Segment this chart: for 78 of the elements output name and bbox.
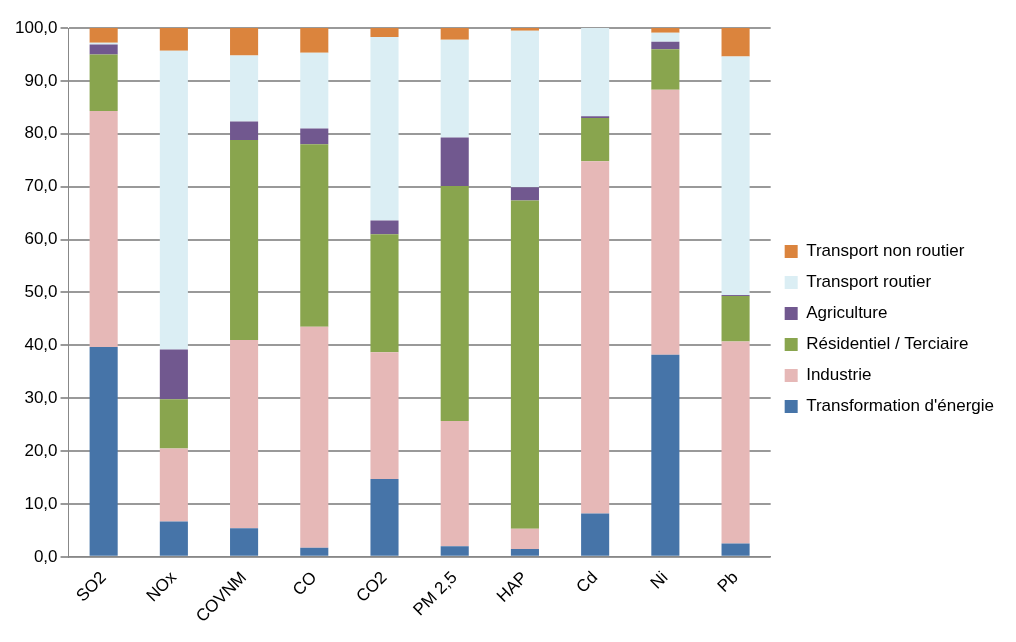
legend-label: Industrie [806,365,872,385]
legend-label: Résidentiel / Terciaire [806,334,969,354]
bar [510,548,539,556]
legend-label: Transformation d'énergie [806,396,995,416]
y-tick-label: 0,0 [33,546,58,566]
bar [159,349,188,400]
x-tick-label: CO [288,567,321,600]
bar [230,340,259,529]
bar [370,28,399,37]
y-tick-label: 90,0 [24,70,58,90]
bar [651,89,680,355]
bar [230,28,259,56]
bar [300,144,329,327]
bar [721,341,750,544]
bar [510,187,539,201]
y-tick-label: 20,0 [24,440,58,460]
bar [721,56,750,296]
bar [440,28,469,40]
y-tick-label: 30,0 [24,387,58,407]
x-tick-label: PM 2,5 [409,567,461,620]
bar [300,128,329,145]
x-tick-label: Pb [713,567,742,596]
bar [651,354,680,556]
legend-label: Transport routier [806,272,932,292]
bar [89,346,118,556]
y-tick-label: 60,0 [24,229,58,249]
bar [159,399,188,449]
bar [370,220,399,235]
bar [440,137,469,187]
bar [581,28,610,117]
bar [89,44,118,55]
bar [581,513,610,556]
bar [510,200,539,529]
bar [581,117,610,162]
bar [230,55,259,122]
bar [721,28,750,57]
bar [440,546,469,556]
y-tick-label: 10,0 [24,493,58,513]
bar [651,28,680,33]
bar [230,121,259,141]
bar [89,28,118,43]
bar [89,54,118,112]
bar [651,41,680,50]
bar [159,448,188,522]
legend-label: Agriculture [806,303,888,323]
bar [510,30,539,188]
y-tick-label: 80,0 [24,123,58,143]
bar [300,326,329,548]
bar [89,111,118,347]
bar [510,528,539,549]
bar [651,49,680,90]
bar [440,186,469,421]
y-tick-label: 100,0 [14,17,58,37]
y-tick-label: 40,0 [24,334,58,354]
bar [370,36,399,221]
bar [370,352,399,480]
bar [440,39,469,138]
y-tick-label: 50,0 [24,282,58,302]
bar [159,28,188,51]
x-tick-label: Cd [572,567,602,597]
y-tick-label: 70,0 [24,176,58,196]
bar [300,28,329,53]
bar [370,234,399,353]
bar [300,52,329,129]
bar [159,521,188,556]
bar [581,161,610,514]
bar [721,543,750,556]
bar [370,479,399,556]
bar [230,528,259,556]
x-tick-label: Ni [646,567,672,593]
bar [510,28,539,31]
bar [230,140,259,341]
bar [159,50,188,350]
bar [651,32,680,42]
bar [440,420,469,547]
legend-label: Transport non routier [806,241,965,261]
bar [300,547,329,556]
bar [721,296,750,342]
